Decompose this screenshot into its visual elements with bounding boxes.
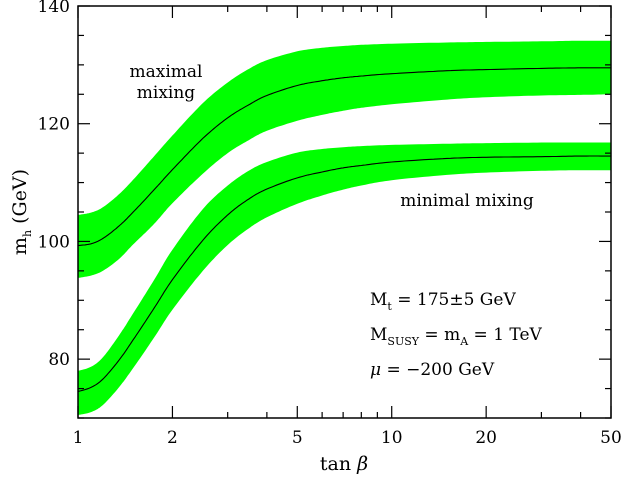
central-curves [77, 67, 611, 393]
annotation-msusy-sub: SUSY [387, 335, 419, 348]
annotation-msusy-mid: = m [419, 325, 460, 345]
uncertainty-bands [78, 40, 611, 416]
x-axis-title-main: tan [320, 453, 357, 475]
band-minimal-mixing [78, 142, 611, 416]
annotation-mu: μ = −200 GeV [370, 360, 495, 380]
y-tick-label-120: 120 [38, 115, 70, 135]
band-maximal-mixing [78, 40, 611, 278]
x-tick-label-2: 2 [167, 428, 178, 448]
x-tick-label-20: 20 [475, 428, 497, 448]
annotation-msusy-main: M [370, 325, 387, 345]
annotation-maximal-line2: mixing [137, 83, 196, 103]
annotation-maximal-line1: maximal [130, 62, 203, 82]
x-axis-title: tan β [320, 453, 368, 475]
y-tick-label-140: 140 [38, 0, 70, 17]
annotation-msusy-sub2: A [459, 335, 469, 348]
annotation-msusy-rest: = 1 TeV [468, 325, 542, 345]
annotation-mu-rest: = −200 GeV [381, 360, 495, 380]
annotation-minimal: minimal mixing [400, 191, 534, 211]
x-tick-label-50: 50 [600, 428, 622, 448]
y-axis-title-sub: h [21, 230, 34, 237]
annotation-msusy: MSUSY = mA = 1 TeV [370, 325, 543, 348]
axis-ticks [77, 5, 612, 419]
y-tick-label-100: 100 [38, 232, 70, 252]
y-tick-label-80: 80 [48, 350, 70, 370]
annotation-mt-rest: = 175±5 GeV [392, 290, 517, 310]
annotation-mu-main: μ [370, 360, 381, 380]
x-tick-label-1: 1 [73, 428, 84, 448]
x-tick-label-5: 5 [292, 428, 303, 448]
annotation-mt: Mt = 175±5 GeV [370, 290, 516, 313]
y-axis-title-main: m [9, 237, 31, 255]
line-minimal-mixing [77, 155, 611, 393]
y-axis-title-unit: (GeV) [9, 169, 31, 230]
annotation-mt-main: M [370, 290, 387, 310]
line-maximal-mixing [78, 67, 611, 247]
x-axis-title-greek: β [356, 453, 368, 475]
y-axis-title: mh (GeV) [9, 169, 34, 255]
annotation-mt-sub: t [387, 300, 392, 313]
x-tick-label-10: 10 [381, 428, 403, 448]
tick-labels: 1 2 5 10 20 50 80 100 120 140 [38, 0, 622, 448]
